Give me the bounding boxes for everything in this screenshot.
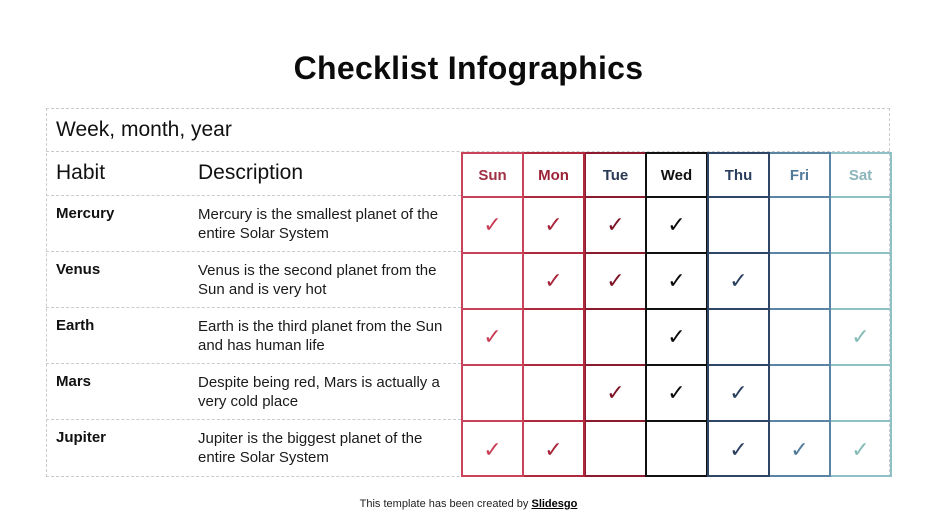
checkmark-icon: ✓ bbox=[667, 212, 686, 237]
table-row: Mercury Mercury is the smallest planet o… bbox=[46, 196, 461, 252]
check-cell[interactable]: ✓ bbox=[586, 254, 645, 310]
check-cell[interactable] bbox=[770, 366, 829, 422]
check-cell[interactable] bbox=[831, 366, 890, 422]
check-cell[interactable] bbox=[647, 422, 706, 478]
check-cell[interactable]: ✓ bbox=[524, 422, 583, 478]
table-header-row: Habit Description bbox=[46, 152, 461, 196]
checkmark-icon: ✓ bbox=[606, 268, 625, 293]
check-cell[interactable]: ✓ bbox=[770, 422, 829, 478]
checkmark-icon: ✓ bbox=[544, 212, 563, 237]
brand-link[interactable]: Slidesgo bbox=[531, 498, 578, 510]
check-cell[interactable] bbox=[463, 254, 522, 310]
habit-table: Habit Description Mercury Mercury is the… bbox=[46, 152, 461, 476]
check-cell[interactable] bbox=[524, 366, 583, 422]
day-header-mon: Mon bbox=[524, 154, 583, 198]
checkmark-icon: ✓ bbox=[483, 212, 502, 237]
habit-column-header: Habit bbox=[56, 161, 106, 184]
day-column-mon: Mon ✓ ✓ ✓ bbox=[522, 152, 585, 477]
check-cell[interactable] bbox=[586, 310, 645, 366]
check-cell[interactable]: ✓ bbox=[586, 198, 645, 254]
day-header-sun: Sun bbox=[463, 154, 522, 198]
habit-description: Mercury is the smallest planet of the en… bbox=[198, 206, 439, 242]
checkmark-icon: ✓ bbox=[729, 268, 748, 293]
habit-name: Venus bbox=[56, 261, 101, 278]
checkmark-icon: ✓ bbox=[851, 437, 870, 462]
footer-credit: This template has been created by Slides… bbox=[0, 498, 937, 510]
day-column-tue: Tue ✓ ✓ ✓ bbox=[584, 152, 647, 477]
day-header-fri: Fri bbox=[770, 154, 829, 198]
check-cell[interactable]: ✓ bbox=[709, 366, 768, 422]
check-cell[interactable]: ✓ bbox=[463, 422, 522, 478]
check-cell[interactable]: ✓ bbox=[524, 198, 583, 254]
table-row: Jupiter Jupiter is the biggest planet of… bbox=[46, 420, 461, 476]
check-cell[interactable]: ✓ bbox=[586, 366, 645, 422]
check-cell[interactable] bbox=[709, 310, 768, 366]
check-cell[interactable]: ✓ bbox=[709, 254, 768, 310]
check-cell[interactable]: ✓ bbox=[831, 310, 890, 366]
check-cell[interactable] bbox=[463, 366, 522, 422]
table-row: Venus Venus is the second planet from th… bbox=[46, 252, 461, 308]
check-cell[interactable] bbox=[709, 198, 768, 254]
check-cell[interactable] bbox=[770, 198, 829, 254]
table-row: Mars Despite being red, Mars is actually… bbox=[46, 364, 461, 420]
day-header-thu: Thu bbox=[709, 154, 768, 198]
day-column-wed: Wed ✓ ✓ ✓ ✓ bbox=[645, 152, 708, 477]
check-cell[interactable]: ✓ bbox=[463, 310, 522, 366]
check-cell[interactable]: ✓ bbox=[709, 422, 768, 478]
day-column-sat: Sat ✓ ✓ bbox=[829, 152, 892, 477]
habit-description: Earth is the third planet from the Sun a… bbox=[198, 318, 443, 354]
check-cell[interactable]: ✓ bbox=[647, 254, 706, 310]
check-cell[interactable]: ✓ bbox=[463, 198, 522, 254]
description-column-header: Description bbox=[198, 161, 304, 184]
day-column-fri: Fri ✓ bbox=[768, 152, 831, 477]
day-column-sun: Sun ✓ ✓ ✓ bbox=[461, 152, 524, 477]
day-header-wed: Wed bbox=[647, 154, 706, 198]
day-header-tue: Tue bbox=[586, 154, 645, 198]
day-grid: Sun ✓ ✓ ✓ Mon ✓ ✓ ✓ Tue ✓ ✓ ✓ Wed ✓ ✓ ✓ ✓ Thu ✓ ✓ ✓ Fri ✓ Sat ✓ ✓ bbox=[461, 152, 892, 477]
checkmark-icon: ✓ bbox=[667, 380, 686, 405]
check-cell[interactable] bbox=[586, 422, 645, 478]
habit-description: Jupiter is the biggest planet of the ent… bbox=[198, 430, 423, 466]
page-title: Checklist Infographics bbox=[293, 50, 644, 86]
checkmark-icon: ✓ bbox=[606, 380, 625, 405]
check-cell[interactable] bbox=[770, 310, 829, 366]
check-cell[interactable] bbox=[524, 310, 583, 366]
check-cell[interactable]: ✓ bbox=[831, 422, 890, 478]
habit-description: Despite being red, Mars is actually a ve… bbox=[198, 374, 440, 410]
checkmark-icon: ✓ bbox=[544, 437, 563, 462]
day-column-thu: Thu ✓ ✓ ✓ bbox=[707, 152, 770, 477]
footer-text: This template has been created by bbox=[359, 498, 532, 510]
check-cell[interactable]: ✓ bbox=[647, 198, 706, 254]
checkmark-icon: ✓ bbox=[606, 212, 625, 237]
habit-name: Mercury bbox=[56, 205, 115, 222]
period-row: Week, month, year bbox=[46, 108, 890, 152]
checkmark-icon: ✓ bbox=[729, 380, 748, 405]
checkmark-icon: ✓ bbox=[544, 268, 563, 293]
checkmark-icon: ✓ bbox=[729, 437, 748, 462]
day-header-sat: Sat bbox=[831, 154, 890, 198]
check-cell[interactable]: ✓ bbox=[647, 366, 706, 422]
checkmark-icon: ✓ bbox=[483, 437, 502, 462]
checkmark-icon: ✓ bbox=[667, 324, 686, 349]
checkmark-icon: ✓ bbox=[851, 324, 870, 349]
check-cell[interactable] bbox=[770, 254, 829, 310]
check-cell[interactable]: ✓ bbox=[524, 254, 583, 310]
checkmark-icon: ✓ bbox=[790, 437, 809, 462]
table-row: Earth Earth is the third planet from the… bbox=[46, 308, 461, 364]
checkmark-icon: ✓ bbox=[483, 324, 502, 349]
habit-name: Jupiter bbox=[56, 429, 107, 446]
check-cell[interactable] bbox=[831, 198, 890, 254]
habit-name: Earth bbox=[56, 317, 95, 334]
check-cell[interactable] bbox=[831, 254, 890, 310]
habit-name: Mars bbox=[56, 373, 92, 390]
period-label[interactable]: Week, month, year bbox=[56, 118, 232, 141]
habit-description: Venus is the second planet from the Sun … bbox=[198, 262, 437, 298]
checkmark-icon: ✓ bbox=[667, 268, 686, 293]
check-cell[interactable]: ✓ bbox=[647, 310, 706, 366]
